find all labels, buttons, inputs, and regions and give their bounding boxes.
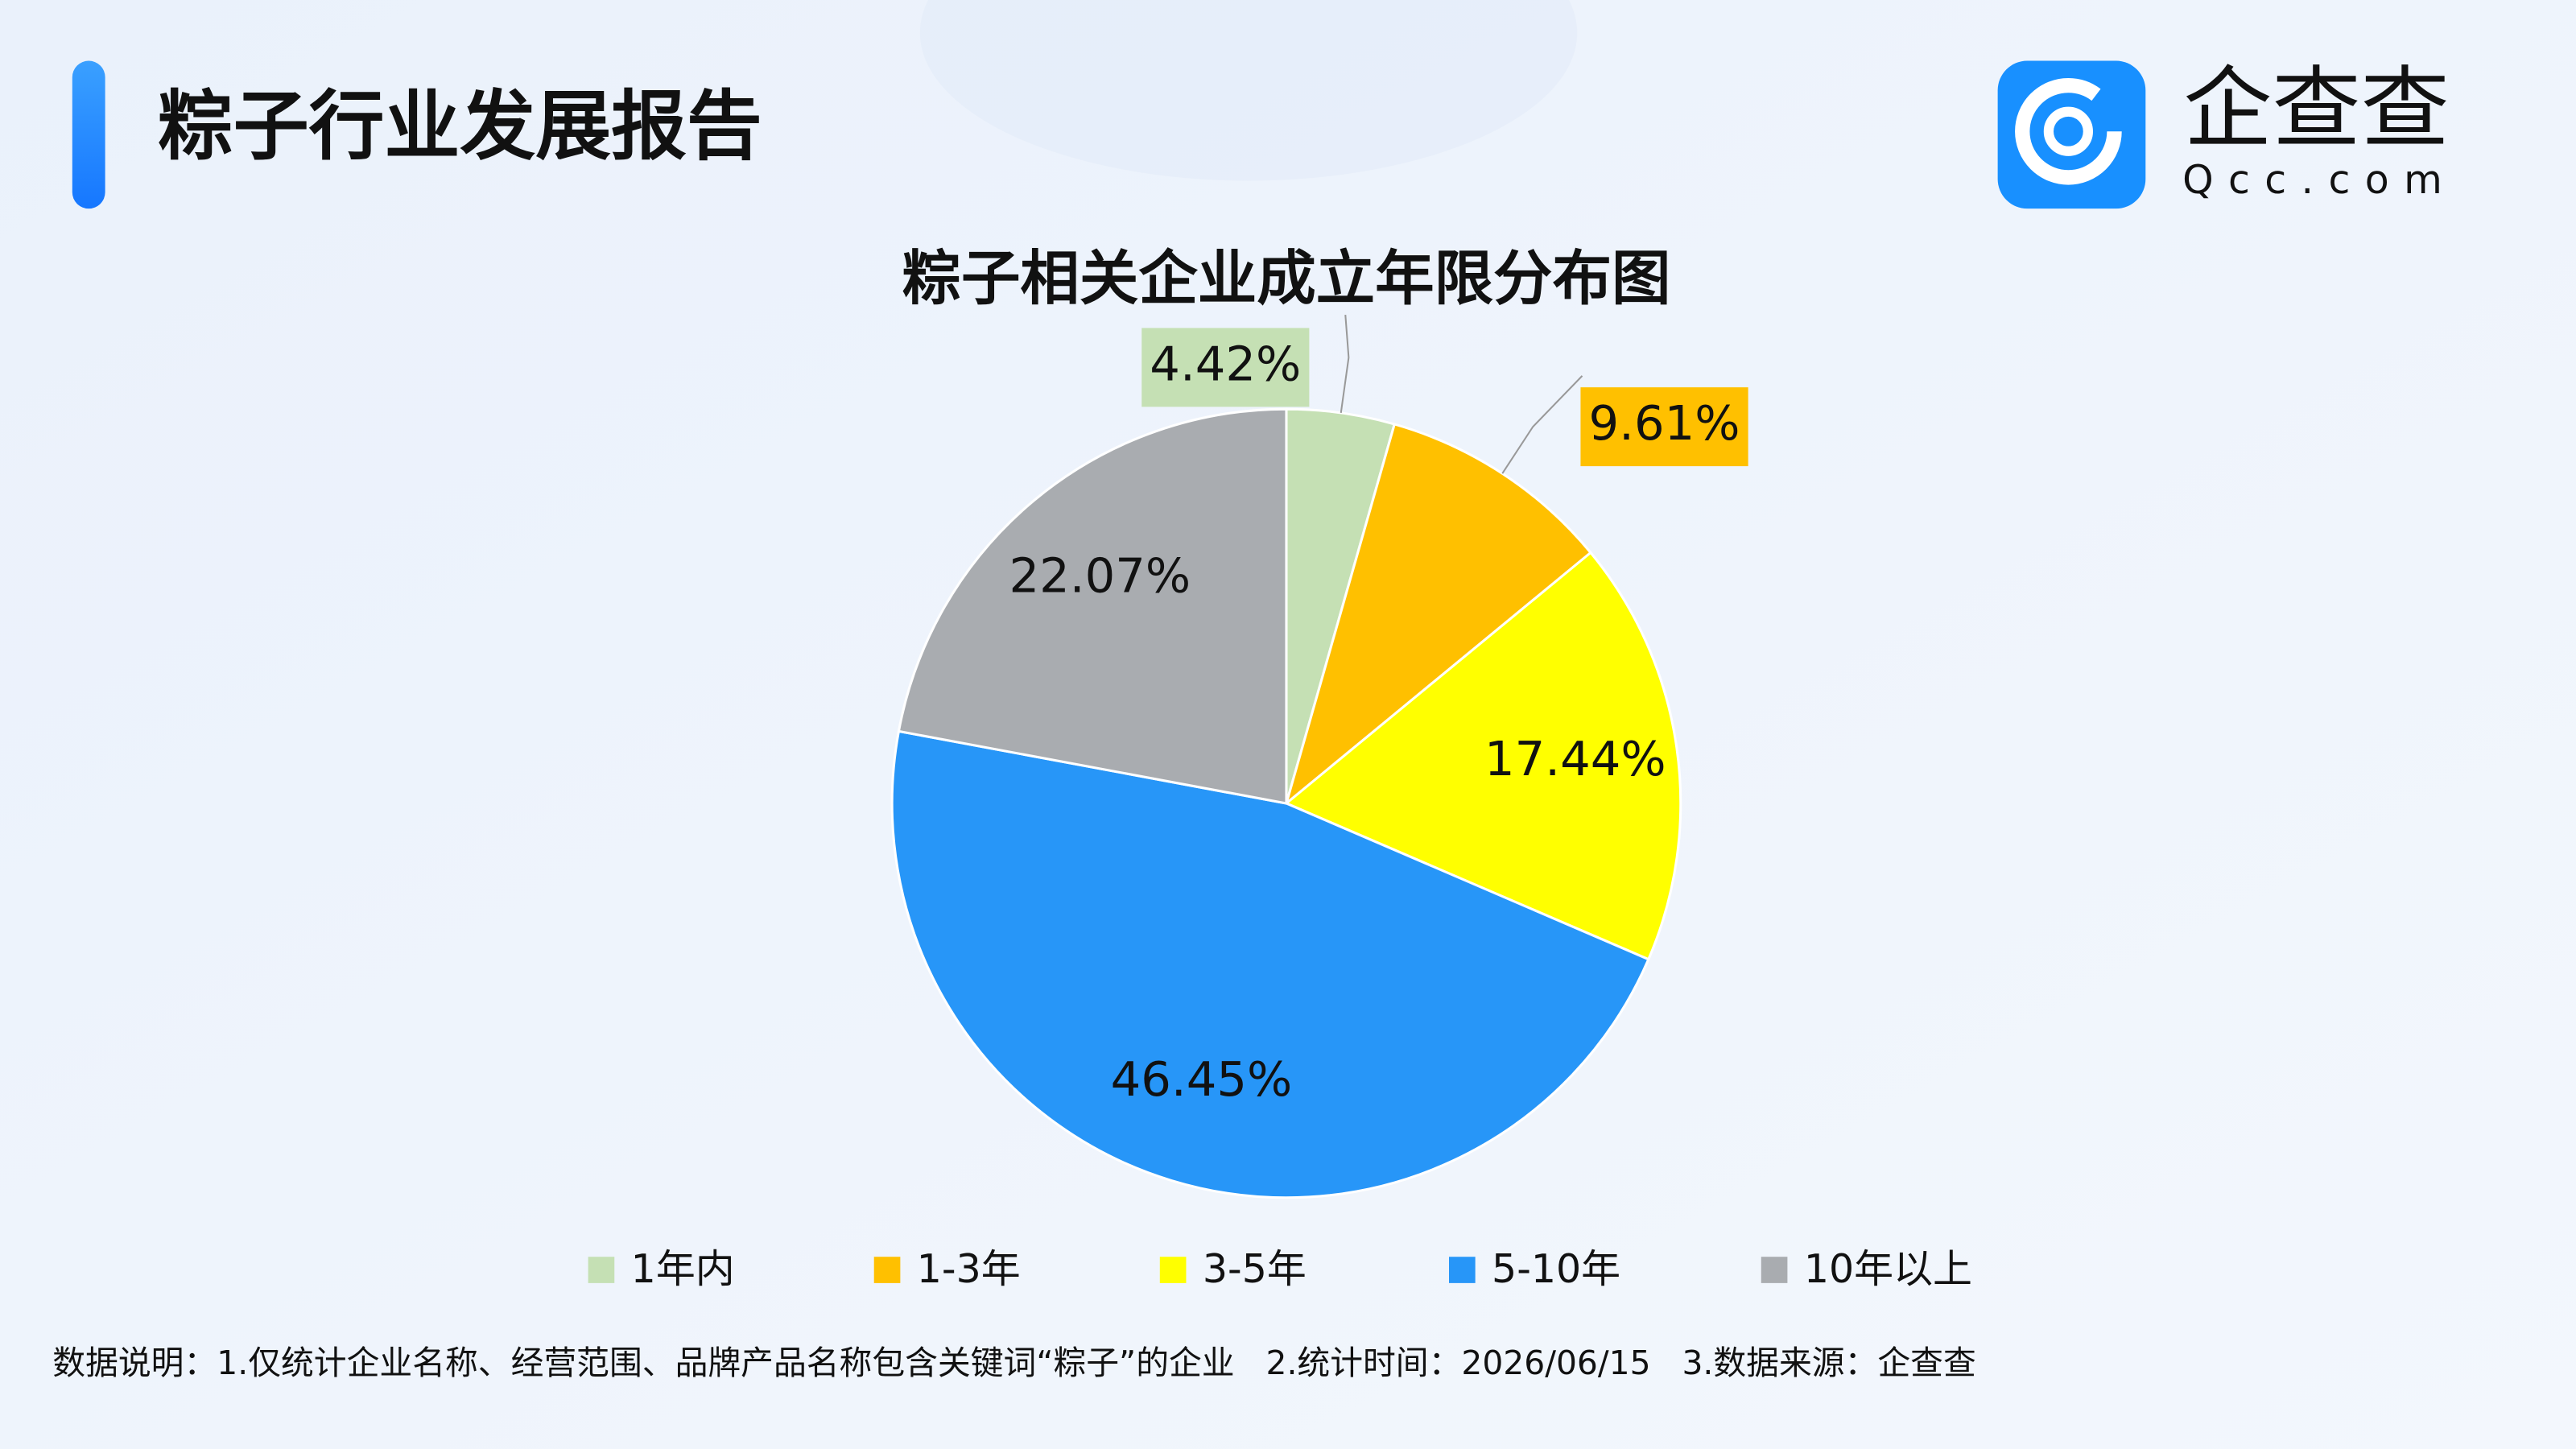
legend-label: 10年以上 — [1804, 1246, 1972, 1292]
pie-slice — [890, 729, 1650, 1199]
pie-slice — [1284, 423, 1593, 807]
label-box — [1141, 328, 1310, 407]
legend-swatch — [1761, 1257, 1788, 1283]
data-label: 22.07% — [1009, 547, 1191, 603]
legend-swatch — [1159, 1257, 1187, 1283]
title-accent — [72, 60, 105, 209]
chart-title: 粽子相关企业成立年限分布图 — [902, 245, 1671, 313]
data-label: 4.42% — [1150, 336, 1301, 392]
legend-label: 3-5年 — [1203, 1246, 1307, 1292]
legend-swatch — [588, 1257, 615, 1283]
leader-line — [1340, 315, 1350, 414]
logo-text: 企查查 — [2183, 57, 2450, 160]
pie-slice — [897, 407, 1288, 805]
legend-label: 5-10年 — [1492, 1246, 1620, 1292]
footnote: 数据说明：1.仅统计企业名称、经营范围、品牌产品名称包含关键词“粽子”的企业 2… — [52, 1344, 1975, 1382]
logo-mark — [2015, 77, 2122, 185]
legend-swatch — [873, 1257, 901, 1283]
data-label: 46.45% — [1111, 1051, 1293, 1107]
legend-label: 1-3年 — [917, 1246, 1021, 1292]
data-label: 17.44% — [1484, 731, 1666, 786]
page-title: 粽子行业发展报告 — [158, 83, 762, 171]
leader-line — [1501, 375, 1583, 474]
decor — [919, 0, 1578, 181]
legend-label: 1年内 — [631, 1246, 735, 1292]
legend-swatch — [1449, 1257, 1476, 1283]
pie: 4.42% 9.61% 17.44% 46.45% 22.07% 1年内 1-3年 3-5年 5… — [588, 315, 1972, 1292]
pie-slice — [1284, 551, 1682, 961]
data-label: 9.61% — [1589, 395, 1740, 451]
logo-sub: Qcc.com — [2182, 157, 2457, 203]
label-box — [1580, 387, 1748, 467]
logo-mark — [2043, 106, 2093, 156]
